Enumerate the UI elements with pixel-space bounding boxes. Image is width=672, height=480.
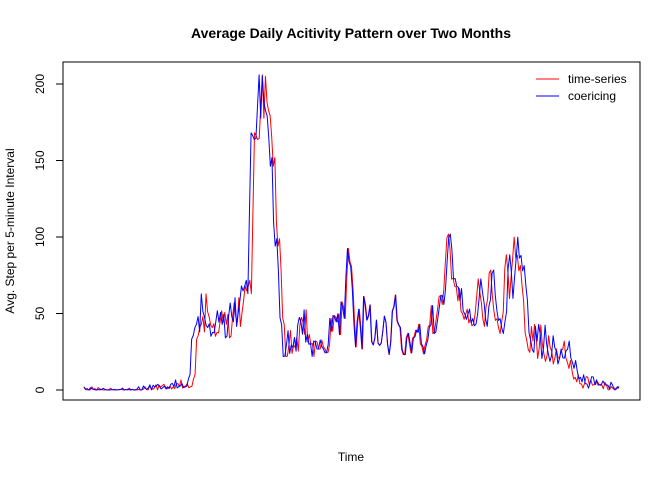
series-layer <box>83 74 620 391</box>
plot-area <box>62 61 641 401</box>
y-tick-label-50: 50 <box>33 307 47 321</box>
chart-title: Average Daily Acitivity Pattern over Two… <box>191 25 511 41</box>
y-tick-label-100: 100 <box>33 227 47 247</box>
x-axis-label: Time <box>338 450 365 464</box>
y-tick-label-200: 200 <box>33 74 47 94</box>
y-axis-label: Avg. Step per 5-minute Interval <box>3 148 17 313</box>
y-tick-label-150: 150 <box>33 150 47 170</box>
legend-label-time-series: time-series <box>568 72 627 86</box>
series-line-time-series <box>83 74 620 391</box>
legend-label-coericing: coericing <box>568 89 616 103</box>
legend: time-series coericing <box>536 72 627 103</box>
y-tick-label-0: 0 <box>33 386 47 393</box>
series-line-coericing <box>83 74 620 391</box>
y-axis: 0 50 100 150 200 <box>33 74 64 393</box>
